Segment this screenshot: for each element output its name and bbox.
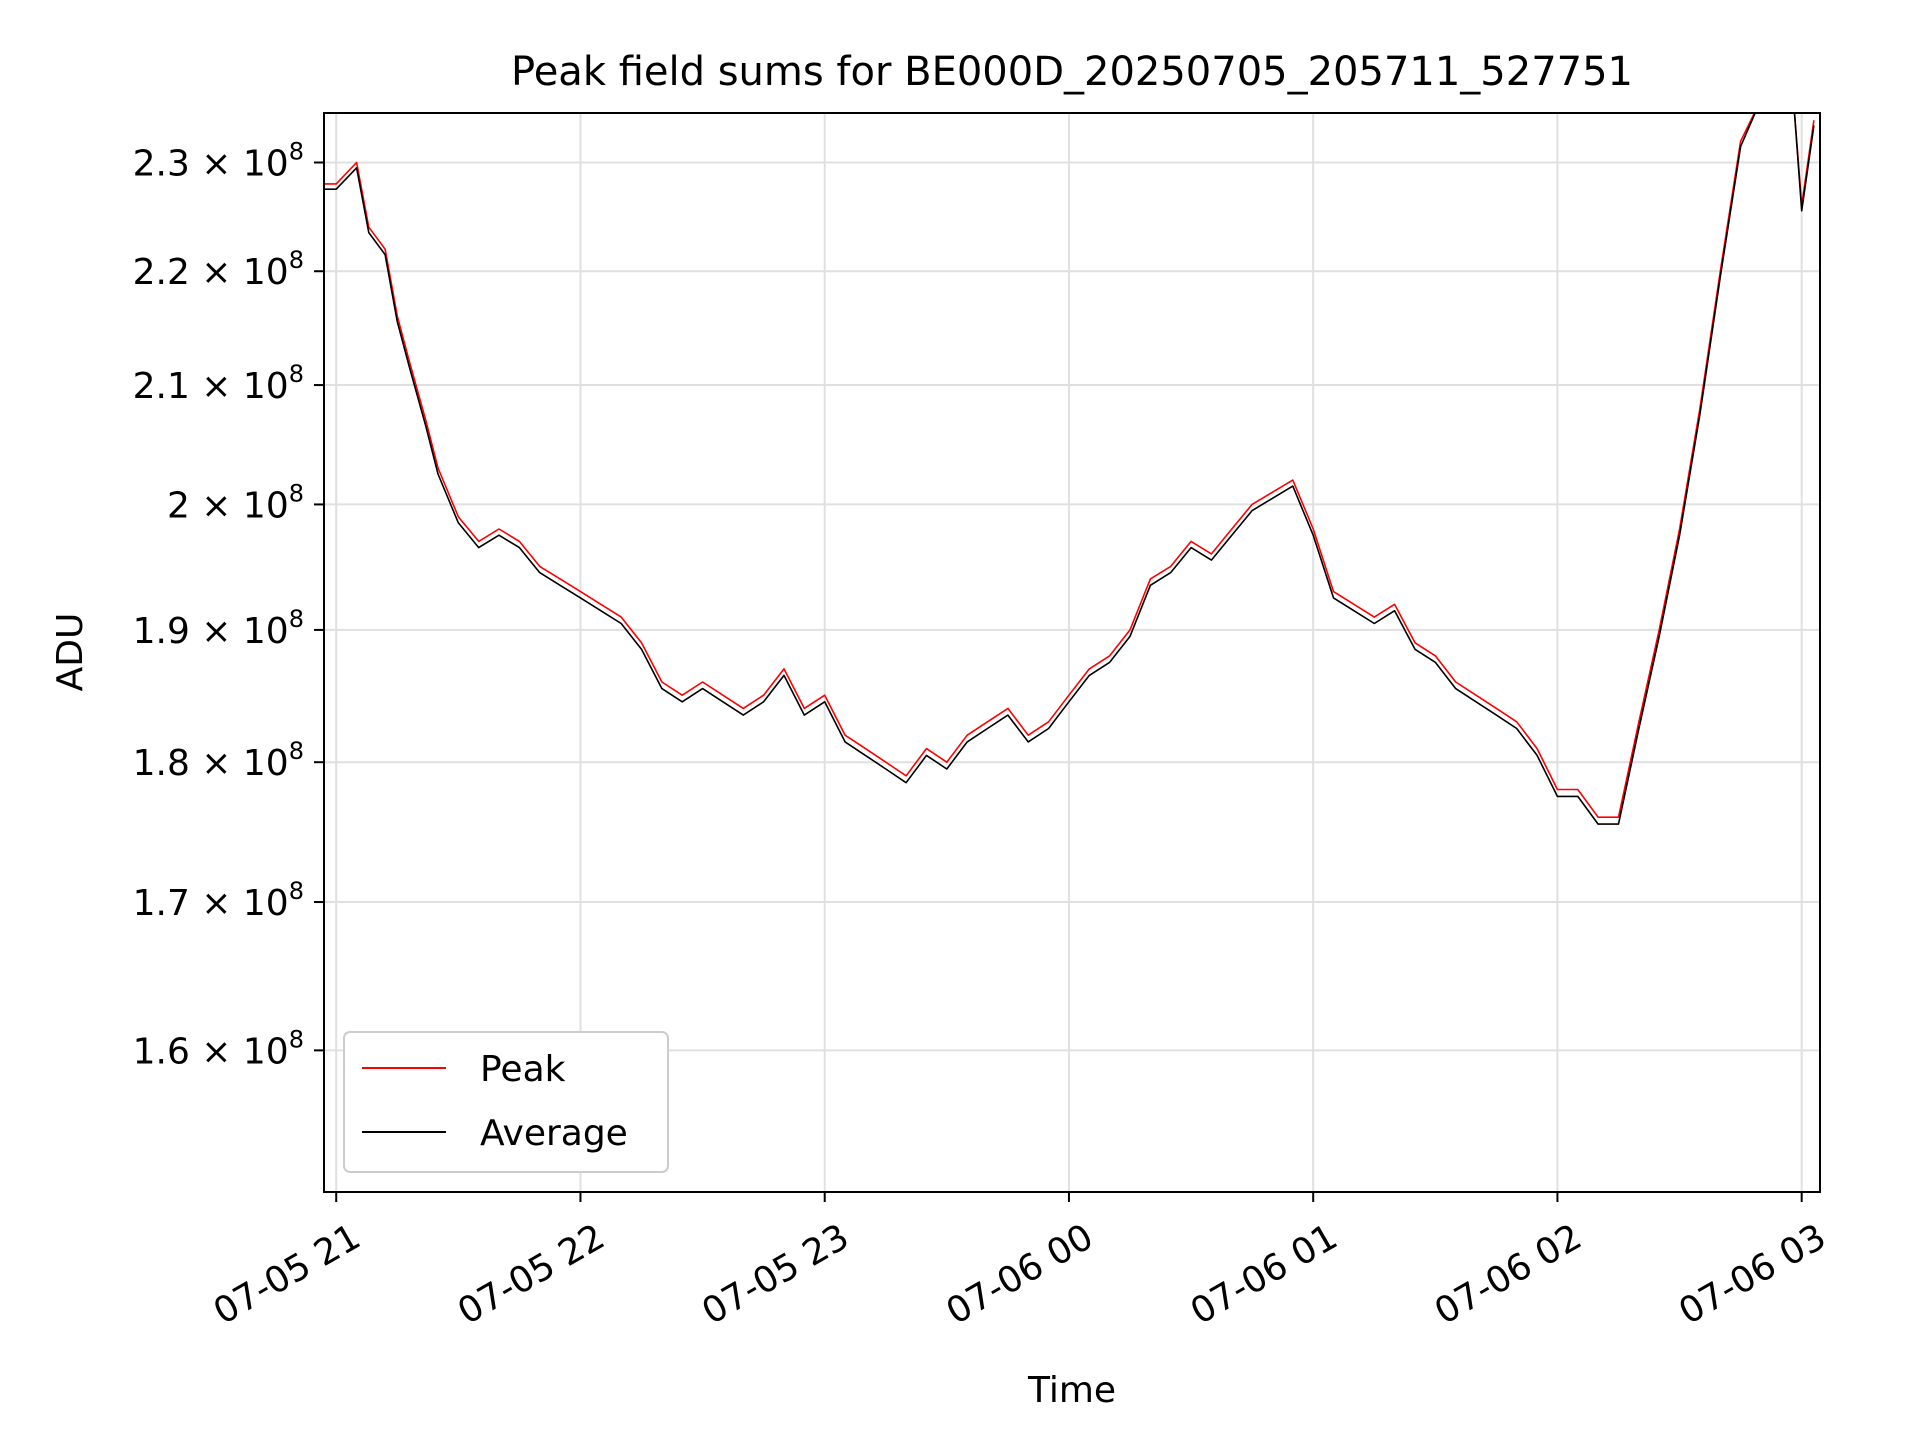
- legend: Peak Average: [343, 1031, 669, 1173]
- x-axis-label: Time: [1027, 1370, 1116, 1411]
- y-axis: 1.6 × 108 1.7 × 108 1.8 × 108 1.9 × 108 2 × …: [133, 137, 324, 1072]
- legend-label-average: Average: [480, 1113, 628, 1154]
- series-layer: [324, 113, 1815, 825]
- chart-title: Peak field sums for BE000D_20250705_2057…: [511, 49, 1633, 95]
- y-tick-label: 2.2 × 108: [133, 246, 304, 293]
- series-line-peak: [324, 113, 1815, 819]
- series-line-average: [324, 113, 1815, 825]
- y-tick-label: 1.7 × 108: [133, 877, 304, 924]
- y-tick-label: 2 × 108: [167, 479, 304, 526]
- y-axis-label: ADU: [50, 613, 91, 692]
- plot-frame: [323, 112, 1821, 1193]
- y-tick-label: 2.3 × 108: [133, 137, 304, 184]
- y-tick-label: 1.6 × 108: [133, 1025, 304, 1072]
- grid: [324, 113, 1820, 1192]
- y-tick-label: 1.9 × 108: [133, 605, 304, 652]
- legend-label-peak: Peak: [480, 1049, 566, 1090]
- y-tick-label: 2.1 × 108: [133, 360, 304, 407]
- y-tick-label: 1.8 × 108: [133, 737, 304, 784]
